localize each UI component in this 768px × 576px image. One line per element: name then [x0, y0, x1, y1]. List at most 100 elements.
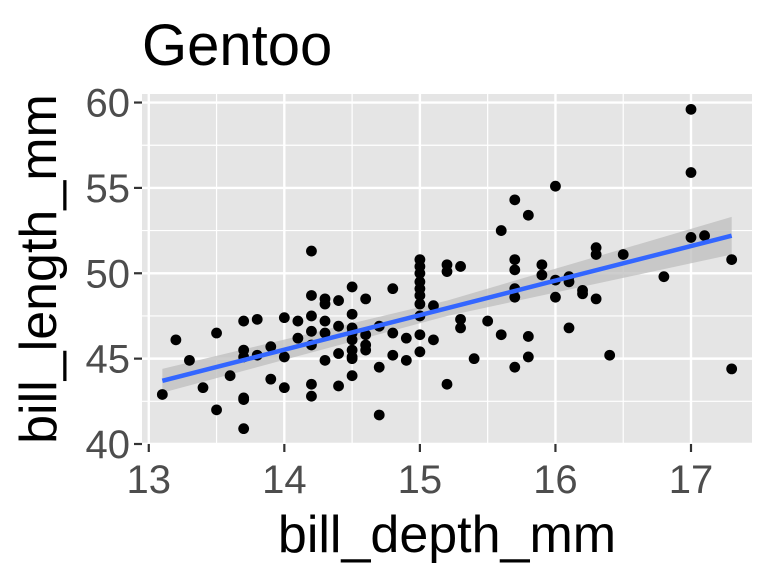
data-point — [224, 370, 236, 382]
x-tick-label: 13 — [127, 458, 172, 502]
data-point — [278, 351, 290, 363]
data-point — [170, 334, 182, 346]
data-point — [306, 390, 317, 402]
data-point — [346, 370, 358, 382]
data-point — [577, 288, 588, 300]
x-axis-label: bill_depth_mm — [278, 506, 616, 564]
data-point — [306, 325, 317, 337]
axis-ticks — [134, 101, 693, 452]
data-point — [373, 409, 385, 421]
data-point — [360, 344, 372, 356]
data-point — [306, 310, 317, 322]
data-point — [238, 423, 250, 435]
data-point — [414, 298, 426, 310]
data-point — [319, 354, 331, 366]
data-point — [699, 230, 710, 242]
data-point — [400, 332, 412, 344]
data-point — [617, 249, 629, 260]
data-point — [550, 180, 561, 192]
data-point — [238, 394, 250, 406]
data-point — [278, 382, 290, 394]
data-point — [414, 267, 426, 279]
chart-title: Gentoo — [142, 13, 332, 78]
data-point — [455, 322, 466, 334]
data-point — [522, 351, 534, 363]
data-point — [360, 329, 372, 341]
data-point — [292, 332, 304, 344]
x-tick-label: 16 — [533, 458, 578, 502]
data-point — [319, 327, 331, 339]
data-point — [509, 291, 521, 303]
data-point — [441, 266, 453, 277]
data-point — [658, 271, 670, 283]
data-points — [156, 103, 738, 435]
x-tick-label: 17 — [669, 458, 714, 502]
data-point — [522, 209, 534, 221]
x-tick-label: 14 — [262, 458, 307, 502]
data-point — [590, 249, 602, 260]
data-point — [495, 329, 507, 341]
data-point — [211, 327, 222, 339]
data-point — [265, 341, 277, 353]
data-point — [306, 290, 317, 301]
data-point — [563, 322, 575, 334]
data-point — [482, 315, 494, 327]
data-point — [441, 378, 453, 390]
data-point — [197, 382, 209, 394]
data-point — [414, 290, 426, 301]
data-point — [455, 313, 466, 325]
data-point — [373, 361, 385, 373]
data-point — [306, 245, 317, 257]
data-point — [509, 361, 521, 373]
data-point — [306, 378, 317, 390]
data-point — [428, 300, 439, 312]
y-tick-label: 50 — [86, 252, 131, 296]
data-point — [428, 334, 439, 346]
data-point — [522, 331, 534, 342]
data-point — [333, 295, 344, 306]
data-point — [685, 167, 697, 178]
data-point — [495, 225, 507, 236]
data-point — [238, 315, 250, 327]
data-point — [468, 353, 480, 365]
data-point — [509, 194, 521, 206]
data-point — [509, 264, 521, 276]
tick-labels: 13 14 15 16 17 40 45 50 55 60 — [86, 82, 714, 502]
data-point — [685, 232, 697, 243]
data-point — [604, 349, 616, 361]
data-point — [251, 313, 263, 325]
data-point — [536, 269, 548, 281]
data-point — [346, 281, 358, 293]
y-axis-label: bill_length_mm — [10, 94, 68, 444]
data-point — [455, 261, 466, 272]
data-point — [265, 373, 277, 385]
data-point — [414, 346, 426, 358]
data-point — [685, 103, 697, 115]
data-point — [278, 312, 290, 324]
regression-line — [161, 233, 733, 384]
data-point — [319, 298, 331, 310]
data-point — [414, 329, 426, 341]
data-point — [211, 404, 222, 416]
data-point — [333, 320, 344, 332]
data-point — [590, 293, 602, 305]
x-tick-label: 15 — [398, 458, 443, 502]
y-tick-label: 60 — [86, 82, 131, 126]
y-tick-label: 40 — [86, 423, 131, 467]
data-point — [292, 315, 304, 327]
data-point — [333, 380, 344, 392]
data-point — [387, 327, 399, 339]
data-point — [536, 259, 548, 271]
data-point — [360, 293, 372, 305]
confidence-band — [162, 216, 732, 393]
data-point — [346, 353, 358, 365]
confidence-band-layer — [162, 216, 732, 393]
data-point — [156, 389, 168, 400]
data-point — [550, 291, 561, 303]
y-tick-label: 55 — [86, 167, 131, 211]
data-point — [726, 363, 738, 375]
data-point — [726, 254, 738, 266]
data-point — [387, 283, 399, 295]
y-tick-label: 45 — [86, 338, 131, 382]
